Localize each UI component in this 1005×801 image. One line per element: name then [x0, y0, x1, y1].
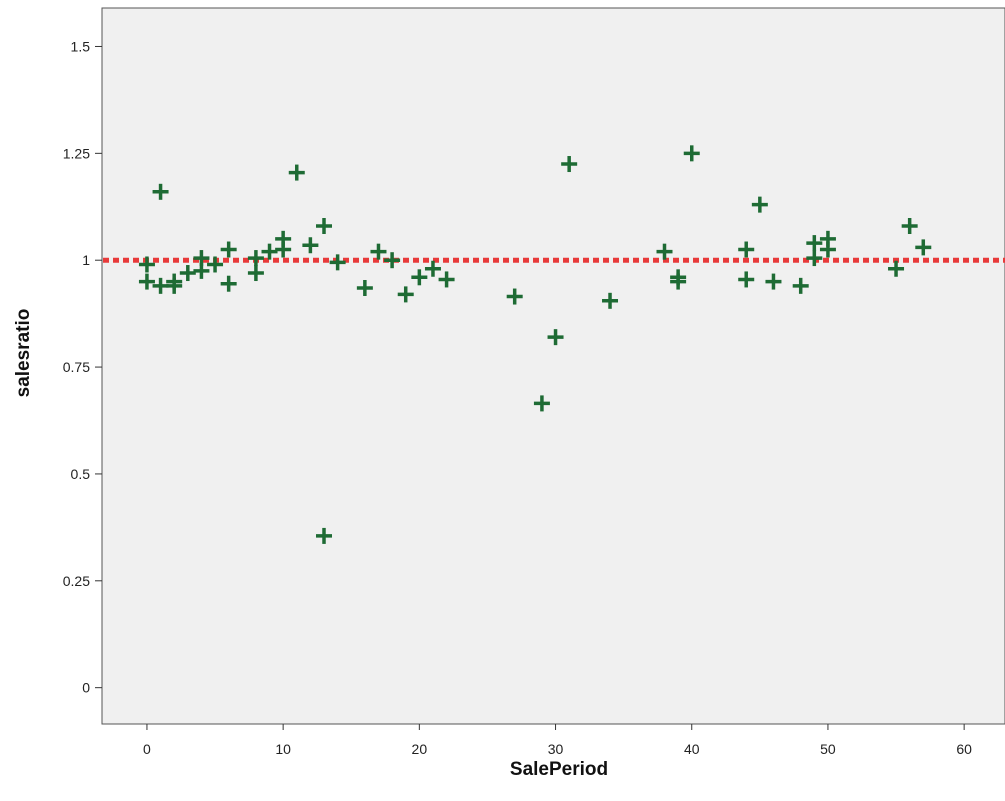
- data-point: [275, 230, 292, 247]
- data-point: [683, 145, 700, 162]
- plot-area: [101, 7, 1005, 725]
- data-point: [152, 277, 169, 294]
- data-point: [424, 260, 441, 277]
- x-axis-title: SalePeriod: [510, 759, 608, 780]
- y-tick-label: 0.5: [71, 466, 91, 482]
- data-point: [547, 329, 564, 346]
- y-tick-label: 0: [82, 680, 90, 696]
- data-point: [806, 235, 823, 252]
- data-point: [207, 256, 224, 273]
- data-point: [901, 218, 918, 235]
- data-point: [533, 395, 550, 412]
- data-point: [806, 250, 823, 267]
- data-point: [356, 279, 373, 296]
- x-tick-label: 0: [143, 741, 151, 757]
- data-point: [220, 241, 237, 258]
- data-point: [561, 156, 578, 173]
- data-point: [316, 218, 333, 235]
- y-tick-label: 1.25: [63, 145, 90, 161]
- data-point: [819, 241, 836, 258]
- y-tick-label: 0.75: [63, 359, 90, 375]
- data-point: [193, 250, 210, 267]
- data-point: [738, 241, 755, 258]
- data-points-layer: [138, 145, 932, 544]
- data-point: [302, 237, 319, 254]
- y-axis: 0 0.25 0.5 0.75 1 1.25 1.5: [63, 38, 102, 696]
- data-point: [166, 273, 183, 290]
- data-point: [738, 271, 755, 288]
- x-tick-label: 30: [548, 741, 564, 757]
- data-point: [792, 277, 809, 294]
- x-tick-label: 60: [956, 741, 972, 757]
- y-axis-title: salesratio: [13, 309, 34, 398]
- data-point: [288, 164, 305, 181]
- data-point: [220, 275, 237, 292]
- data-point: [370, 243, 387, 260]
- data-point: [138, 256, 155, 273]
- data-point: [656, 243, 673, 260]
- y-tick-label: 1: [82, 252, 90, 268]
- data-point: [316, 527, 333, 544]
- data-point: [397, 286, 414, 303]
- data-point: [506, 288, 523, 305]
- data-point: [438, 271, 455, 288]
- data-point: [915, 239, 932, 256]
- data-point: [765, 273, 782, 290]
- y-tick-label: 0.25: [63, 573, 90, 589]
- data-point: [179, 265, 196, 282]
- data-point: [152, 183, 169, 200]
- data-point: [888, 260, 905, 277]
- x-tick-label: 50: [820, 741, 836, 757]
- data-point: [261, 243, 278, 260]
- data-point: [247, 265, 264, 282]
- data-point: [384, 252, 401, 269]
- data-point: [602, 292, 619, 309]
- data-point: [670, 273, 687, 290]
- data-point: [138, 273, 155, 290]
- y-tick-label: 1.5: [71, 38, 91, 54]
- x-tick-label: 20: [412, 741, 428, 757]
- x-tick-label: 10: [275, 741, 291, 757]
- x-axis: 0 10 20 30 40 50 60: [143, 724, 972, 757]
- data-point: [329, 254, 346, 271]
- data-point: [751, 196, 768, 213]
- data-point: [411, 269, 428, 286]
- data-point: [247, 250, 264, 267]
- x-tick-label: 40: [684, 741, 700, 757]
